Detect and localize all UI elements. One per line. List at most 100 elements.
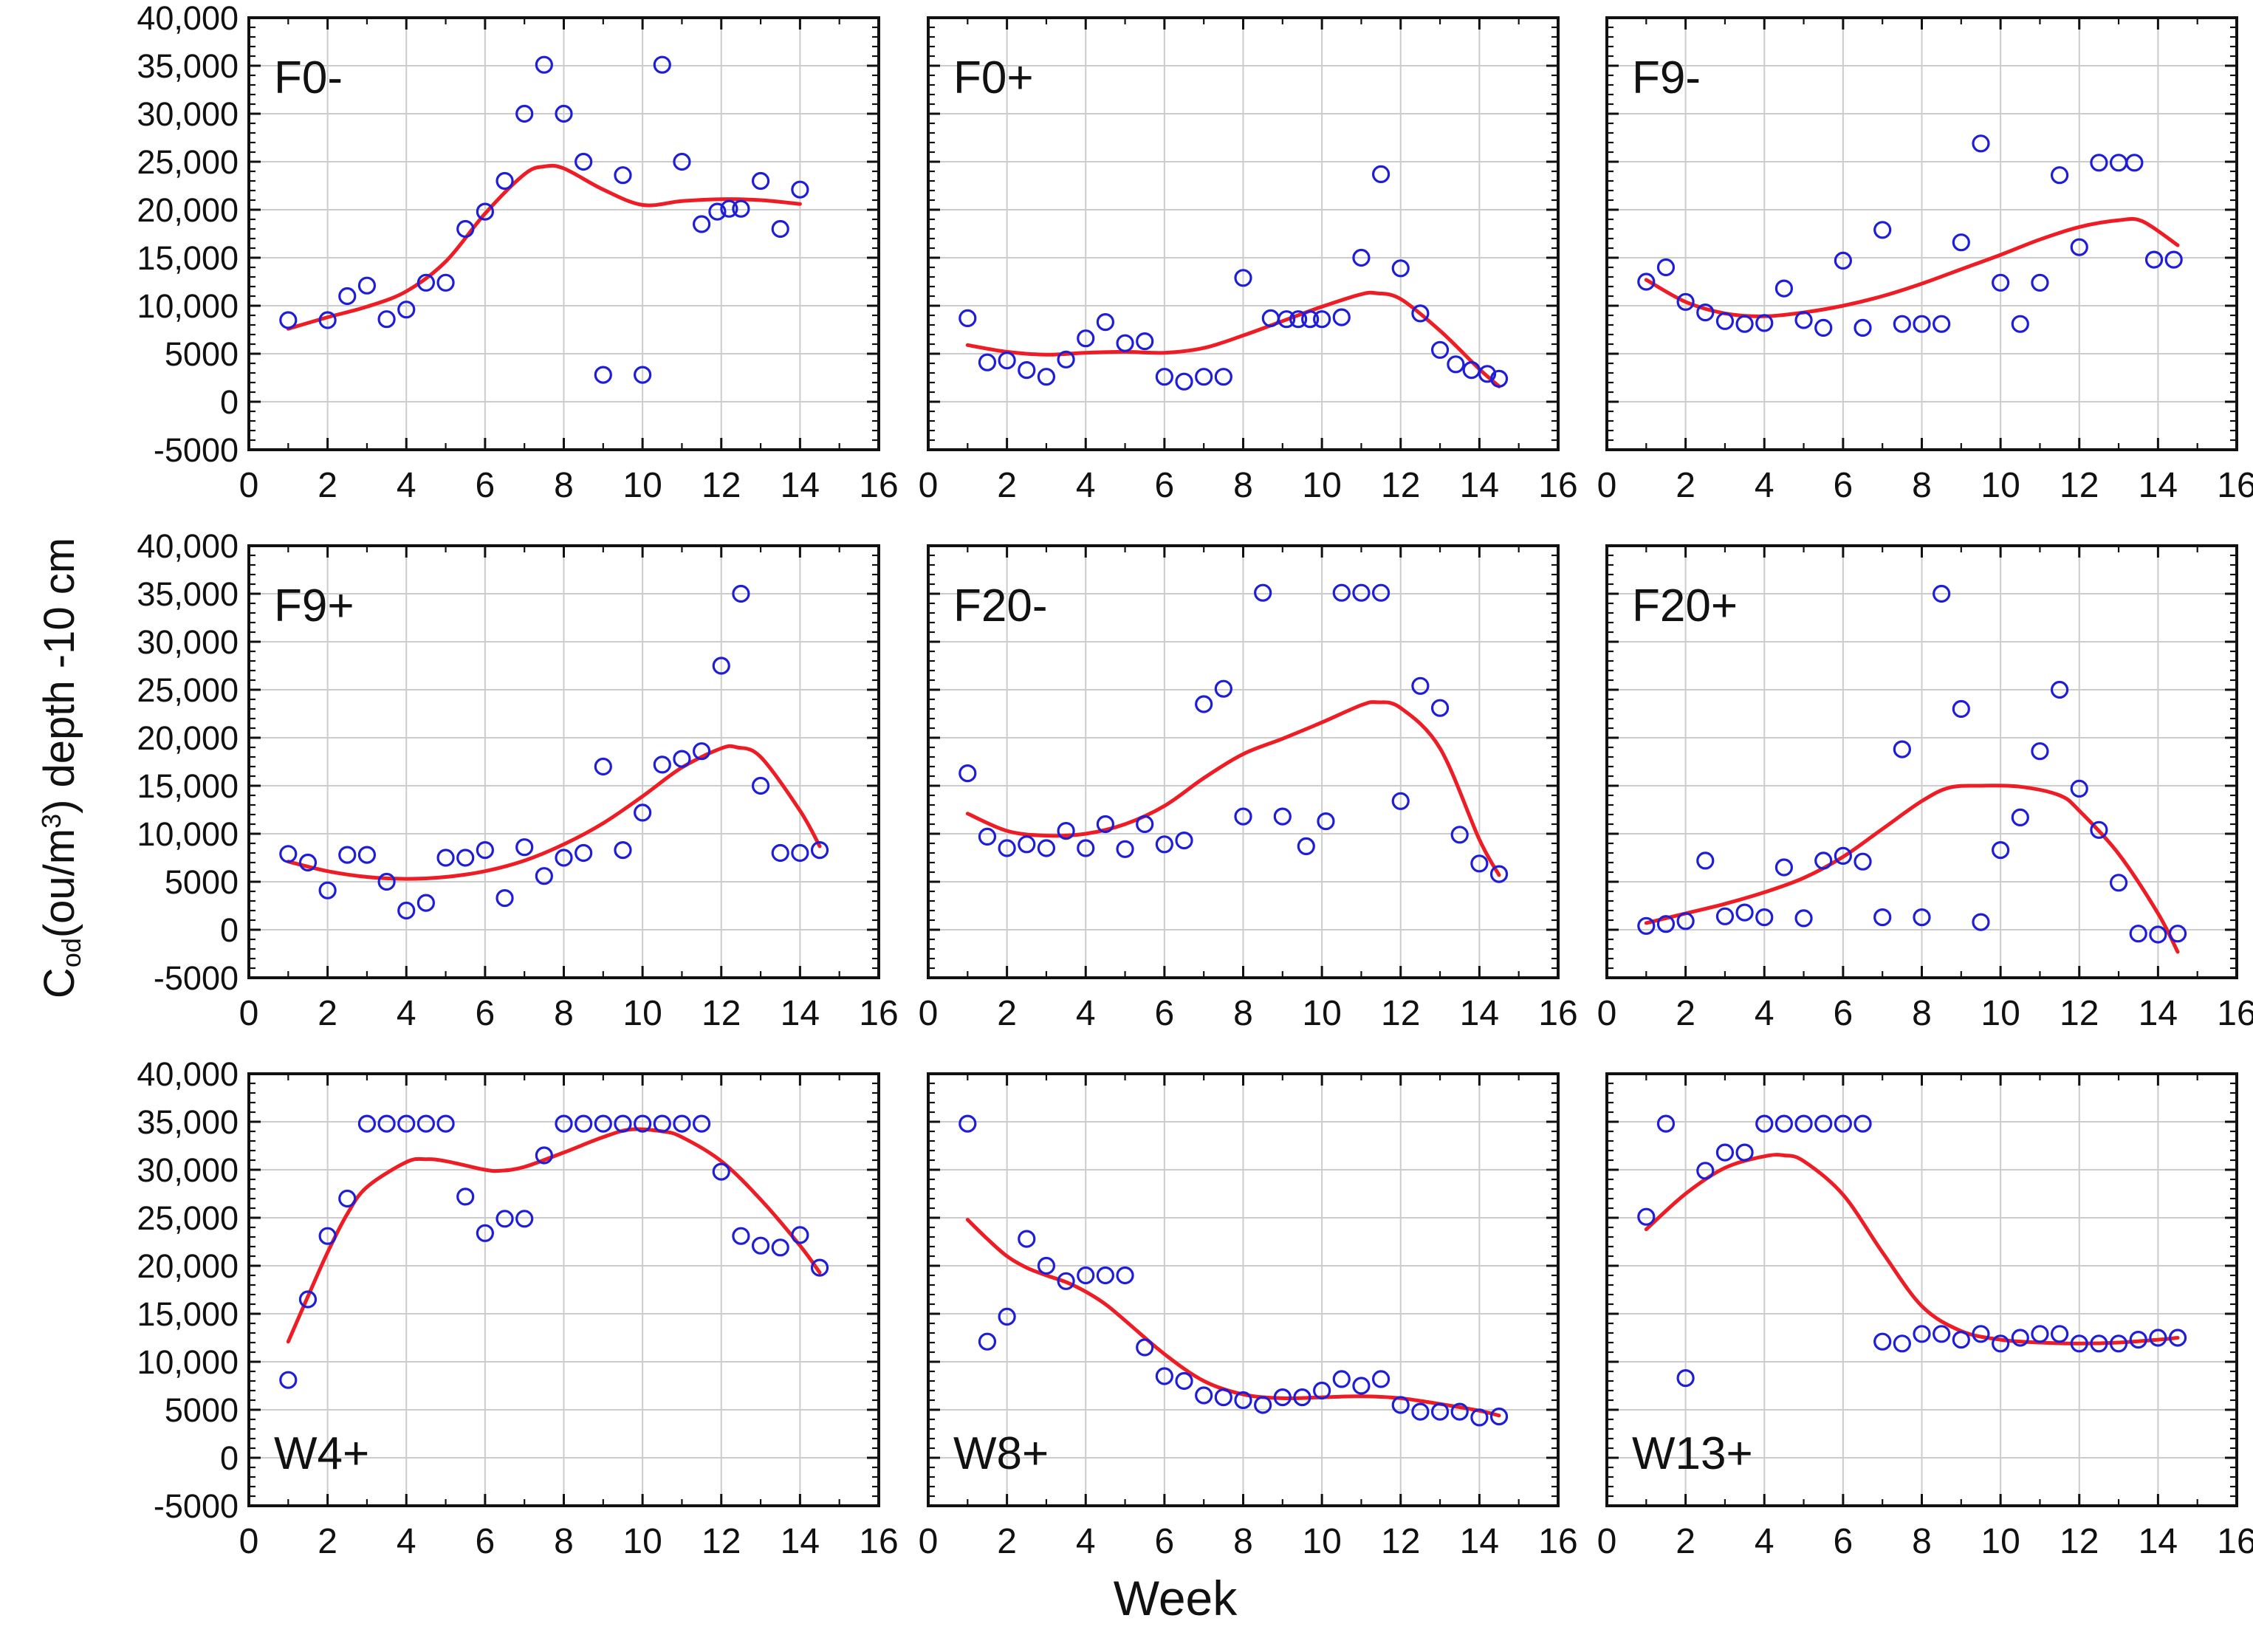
plot-frame <box>247 16 880 451</box>
data-point-marker <box>1116 1266 1134 1285</box>
y-tick-label: 15,000 <box>137 767 239 805</box>
data-point-marker <box>456 849 475 867</box>
data-point-marker <box>1234 1391 1252 1410</box>
data-point-marker <box>1332 308 1351 326</box>
data-point-marker <box>1234 269 1252 287</box>
data-point-marker <box>771 1238 789 1257</box>
data-point-marker <box>397 1114 416 1133</box>
data-point-marker <box>456 219 475 239</box>
data-point-marker <box>1735 315 1754 333</box>
x-tick-label: 6 <box>1155 466 1175 505</box>
data-point-marker <box>751 171 770 191</box>
fit-curve <box>286 744 822 881</box>
data-point-marker <box>1077 839 1095 857</box>
data-point-marker <box>1656 1114 1676 1133</box>
x-tick-label: 10 <box>1981 1522 2020 1561</box>
x-tick-label: 12 <box>2060 994 2099 1033</box>
data-point-marker <box>357 276 377 295</box>
plot-canvas: 0 2 4 6 8 10 12 14 16 F0+ <box>919 16 1578 505</box>
data-point-marker <box>1018 1230 1036 1248</box>
data-point-marker <box>397 901 416 920</box>
data-points <box>959 165 1509 391</box>
data-point-marker <box>810 1258 829 1277</box>
data-point-marker <box>2149 1329 2167 1347</box>
y-tick-label: 35,000 <box>137 1103 239 1141</box>
data-point-marker <box>712 1162 730 1181</box>
data-point-marker <box>1873 908 1892 927</box>
y-tick-label: 20,000 <box>137 719 239 757</box>
data-point-marker <box>555 1114 573 1133</box>
data-point-marker <box>1447 355 1465 374</box>
plot-frame <box>247 544 880 979</box>
data-point-marker <box>535 867 553 885</box>
x-tick-label: 14 <box>2139 466 2178 505</box>
data-point-marker <box>791 1226 809 1244</box>
data-point-marker <box>1077 329 1095 348</box>
data-point-marker <box>998 1307 1016 1326</box>
data-points <box>279 55 809 384</box>
x-tick-label: 0 <box>919 1522 939 1561</box>
data-point-marker <box>1391 792 1410 810</box>
data-point-marker <box>515 104 534 123</box>
data-point-marker <box>1214 1388 1232 1407</box>
fit-curve <box>286 163 802 331</box>
data-point-marker <box>732 584 750 603</box>
data-point-marker <box>1715 907 1735 925</box>
data-point-marker <box>2070 779 2088 798</box>
data-point-marker <box>555 849 573 867</box>
data-point-marker <box>1489 369 1509 388</box>
data-point-marker <box>1478 365 1497 383</box>
data-point-marker <box>1214 679 1232 698</box>
data-point-marker <box>535 1146 553 1165</box>
data-point-marker <box>771 219 789 239</box>
data-point-marker <box>1411 676 1430 695</box>
subplot-w4-plus: 0 2 4 6 8 10 12 14 16 40,000 35,000 30,000 25,000 20,… <box>111 1055 898 1566</box>
data-point-marker <box>1430 340 1450 359</box>
data-point-marker <box>1696 851 1715 870</box>
data-point-marker <box>298 1290 318 1309</box>
x-tick-label: 6 <box>476 994 495 1033</box>
x-tick-label: 8 <box>1912 994 1932 1033</box>
y-tick-label: 40,000 <box>137 0 239 37</box>
data-point-marker <box>1450 826 1469 844</box>
data-point-marker <box>1696 304 1715 322</box>
data-point-marker <box>2109 874 2128 892</box>
data-point-marker <box>416 894 436 912</box>
data-point-marker <box>1470 854 1489 873</box>
data-point-marker <box>1913 908 1931 927</box>
x-tick-label: 14 <box>781 1522 820 1561</box>
data-point-marker <box>653 755 671 774</box>
x-tick-label: 2 <box>997 466 1017 505</box>
fit-curve <box>1644 216 2180 318</box>
data-point-marker <box>2125 154 2144 172</box>
x-tick-label: 6 <box>1155 1522 1175 1561</box>
fit-curve <box>965 1218 1501 1418</box>
data-point-marker <box>1933 315 1951 333</box>
x-tick-label: 2 <box>997 994 1017 1033</box>
data-point-marker <box>1933 1325 1951 1343</box>
data-point-marker <box>1057 1272 1075 1290</box>
data-point-marker <box>712 657 730 675</box>
data-point-marker <box>357 1114 377 1133</box>
data-point-marker <box>1755 1114 1774 1133</box>
data-point-marker <box>1096 815 1115 834</box>
y-tick-label: 30,000 <box>137 623 239 661</box>
panel-label: F20+ <box>1632 580 1738 631</box>
x-tick-label: 16 <box>859 1522 898 1561</box>
data-point-marker <box>1317 812 1335 831</box>
data-point-marker <box>1018 835 1036 854</box>
data-point-marker <box>1774 279 1794 298</box>
x-tick-label: 10 <box>1302 994 1341 1033</box>
data-point-marker <box>1332 1370 1351 1388</box>
y-axis-title: Cod(ou/m3) depth -10 cm <box>18 288 86 1248</box>
fit-curve <box>965 700 1501 877</box>
x-tick-label: 14 <box>1460 1522 1499 1561</box>
data-point-marker <box>634 1114 652 1133</box>
x-tick-label: 12 <box>1381 1522 1420 1561</box>
x-tick-label: 10 <box>1981 994 2020 1033</box>
data-points <box>279 1114 829 1389</box>
data-point-marker <box>1175 832 1193 850</box>
y-tick-label: -5000 <box>154 431 239 469</box>
data-point-marker <box>515 1210 534 1228</box>
data-point-marker <box>436 849 455 867</box>
